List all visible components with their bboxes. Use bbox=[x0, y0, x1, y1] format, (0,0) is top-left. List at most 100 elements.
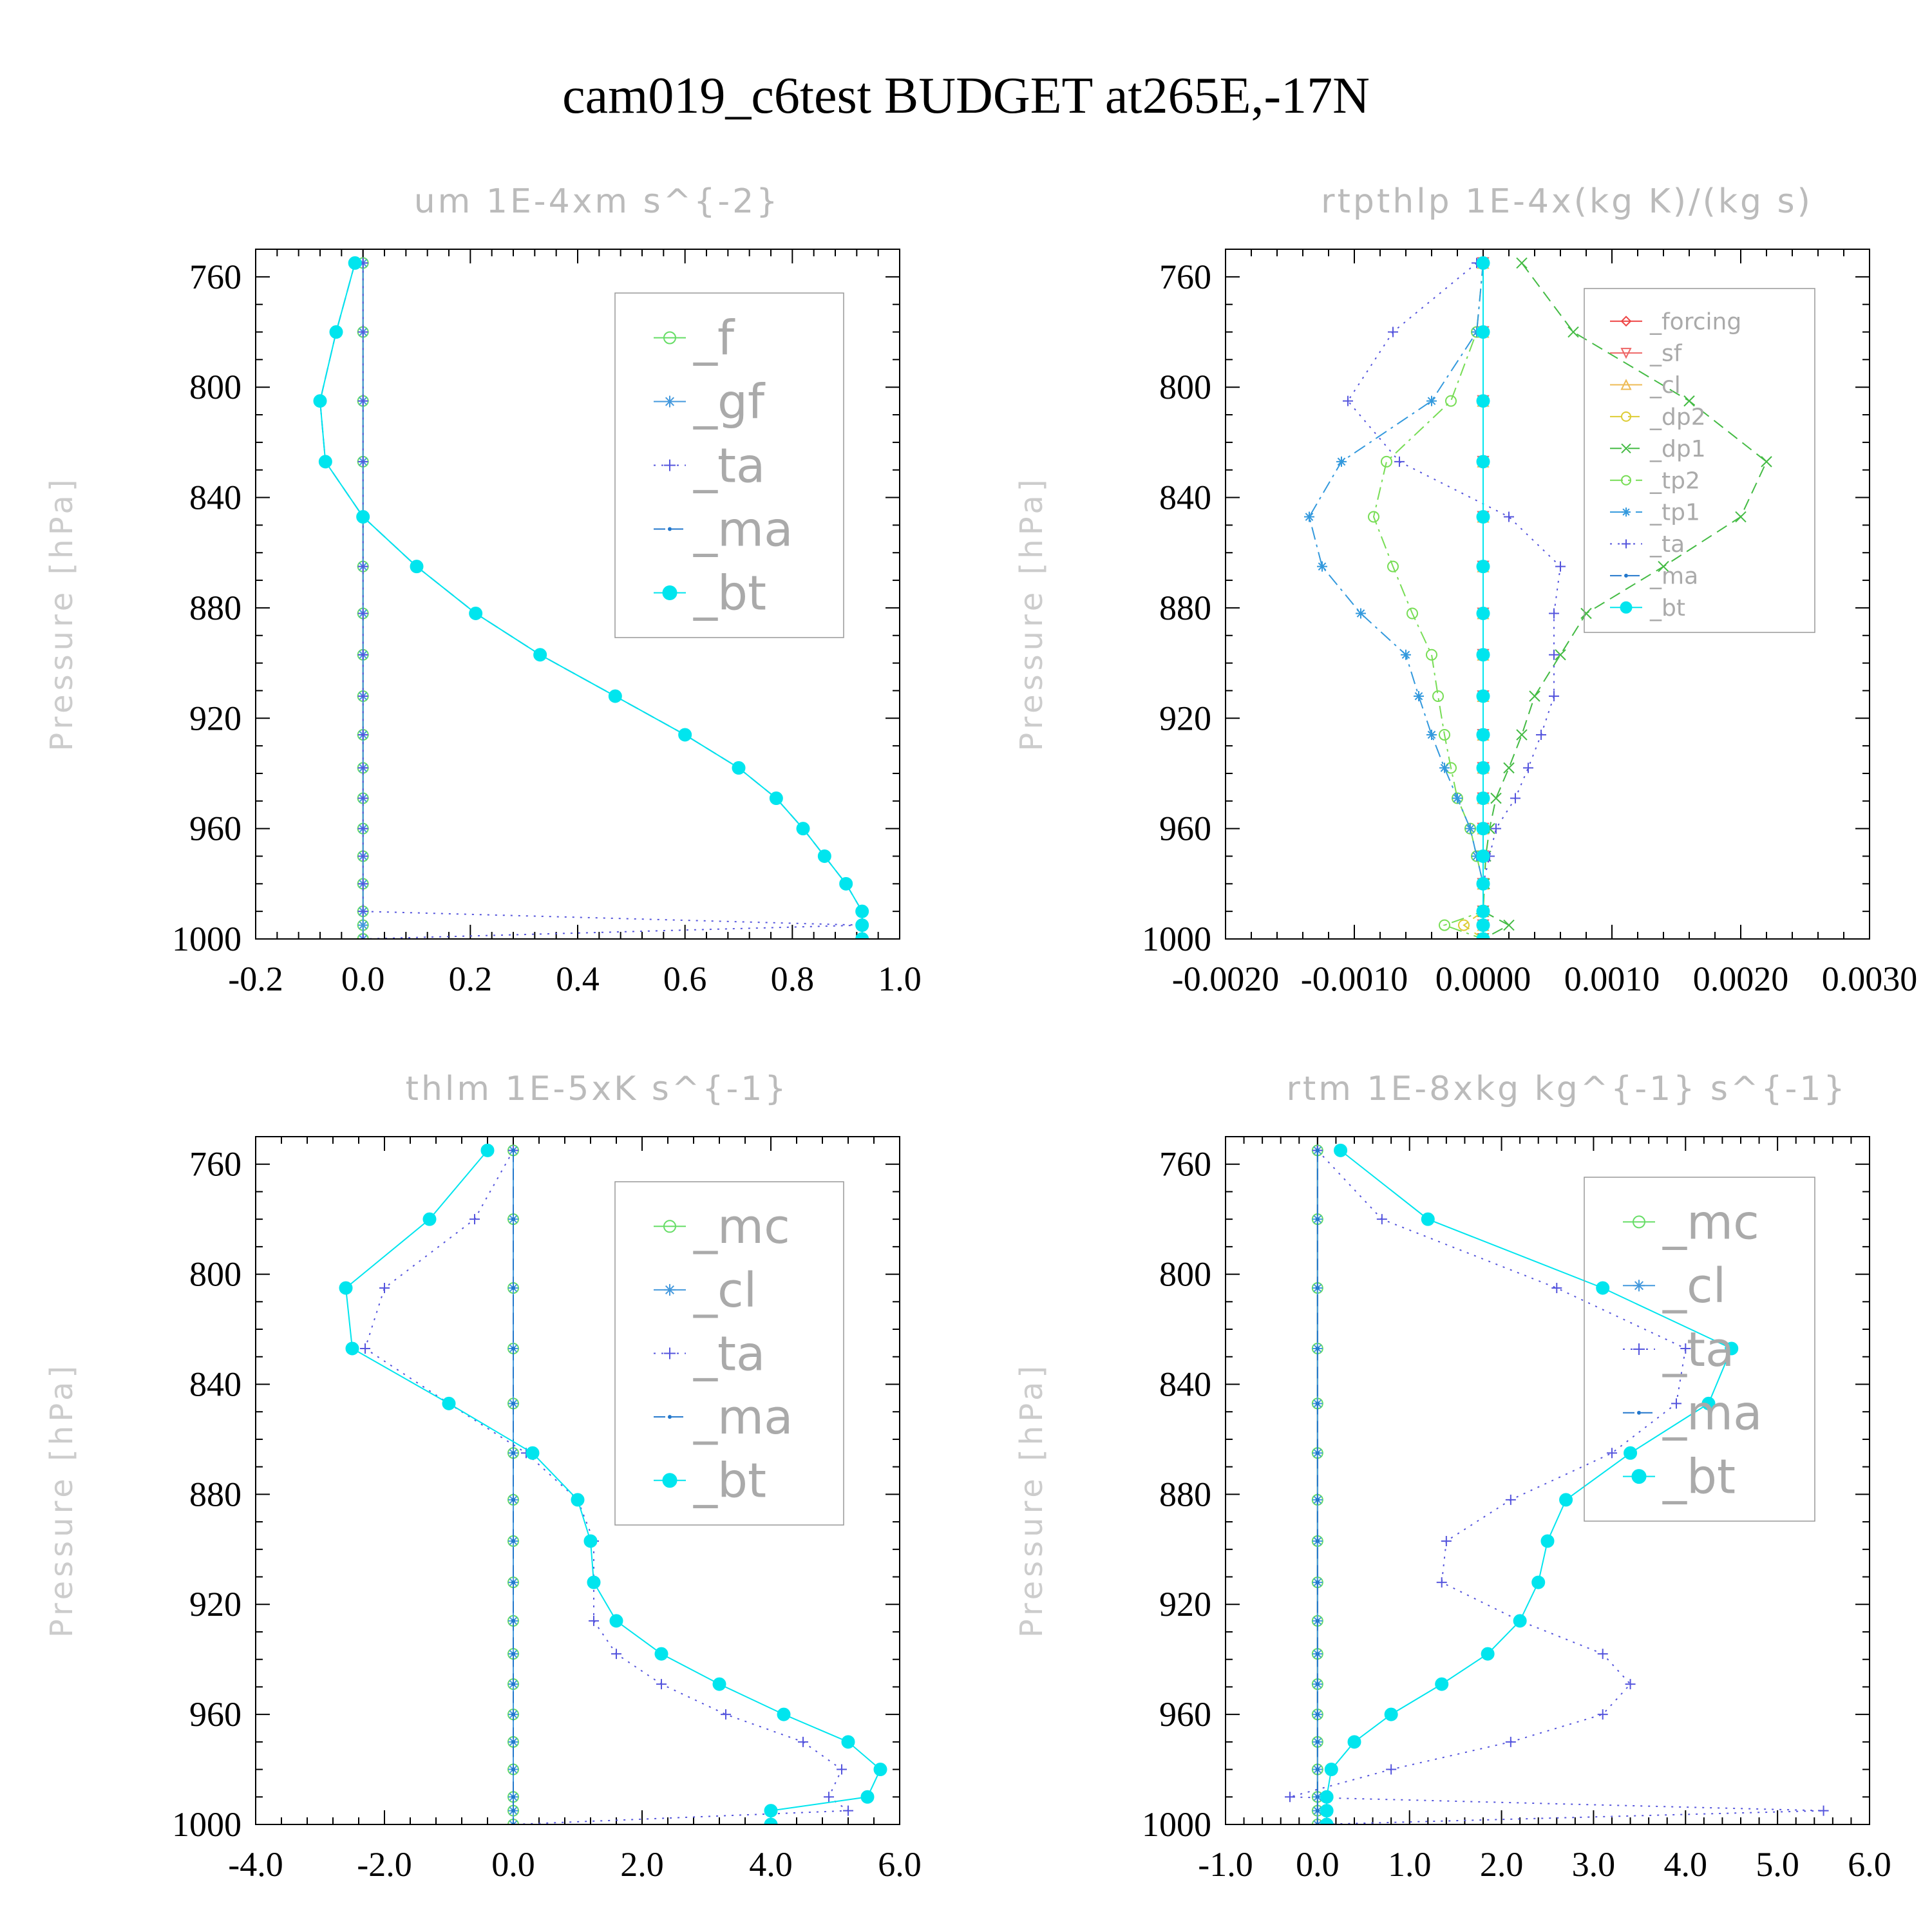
y-tick-label: 960 bbox=[189, 1695, 242, 1734]
legend-marker bbox=[1620, 379, 1632, 390]
legend-label: _gf bbox=[693, 374, 766, 430]
data-point bbox=[609, 1614, 623, 1628]
data-point bbox=[1671, 1398, 1681, 1409]
y-tick-label: 880 bbox=[189, 1475, 242, 1513]
series-line-ta bbox=[362, 263, 862, 939]
data-point bbox=[1336, 456, 1347, 467]
legend-box bbox=[1584, 288, 1815, 633]
data-point bbox=[357, 762, 368, 773]
data-point bbox=[345, 1341, 359, 1356]
data-point bbox=[339, 1281, 353, 1295]
data-point bbox=[841, 1735, 855, 1749]
data-point bbox=[533, 648, 547, 662]
data-point bbox=[422, 1212, 437, 1226]
data-point bbox=[1304, 511, 1314, 522]
chart-panel-2: rtpthlp 1E-4x(kg K)/(kg s) Pressure [hPa]… bbox=[1014, 182, 1917, 998]
data-point bbox=[1504, 511, 1514, 522]
legend-marker bbox=[668, 527, 672, 531]
legend-marker bbox=[1633, 1215, 1645, 1229]
data-point bbox=[357, 934, 368, 939]
data-point bbox=[1516, 729, 1528, 741]
y-axis-label: Pressure [hPa] bbox=[1014, 1362, 1050, 1638]
data-point bbox=[678, 728, 692, 742]
y-tick-label: 800 bbox=[189, 368, 242, 406]
legend-label: _sf bbox=[1649, 341, 1683, 367]
y-tick-label: 840 bbox=[1159, 1365, 1211, 1403]
data-point bbox=[1476, 791, 1490, 806]
x-tick-label: 0.0 bbox=[1296, 1845, 1340, 1884]
data-point bbox=[1315, 1497, 1320, 1502]
y-axis-label: Pressure [hPa] bbox=[1014, 475, 1050, 751]
data-point bbox=[511, 1618, 515, 1623]
legend-marker bbox=[1620, 348, 1632, 359]
series-line-bt bbox=[319, 263, 863, 939]
data-point bbox=[1426, 395, 1437, 406]
data-point bbox=[1315, 1652, 1320, 1656]
data-point bbox=[1597, 1649, 1608, 1660]
figure-title: cam019_c6test BUDGET at265E,-17N bbox=[562, 68, 1370, 124]
x-tick-label: 0.0 bbox=[491, 1845, 535, 1884]
data-point bbox=[357, 395, 368, 406]
data-point bbox=[1536, 729, 1546, 740]
data-point bbox=[1436, 1577, 1447, 1588]
data-point bbox=[796, 822, 810, 836]
data-point bbox=[442, 1396, 456, 1410]
data-point bbox=[1555, 561, 1566, 572]
data-point bbox=[1315, 1767, 1320, 1772]
data-point bbox=[1567, 326, 1579, 338]
series-line-ma bbox=[319, 263, 863, 939]
data-point bbox=[1368, 511, 1379, 523]
data-point bbox=[1376, 1214, 1387, 1225]
data-point bbox=[1435, 1677, 1449, 1691]
legend-marker bbox=[1622, 507, 1631, 517]
data-point bbox=[1555, 649, 1566, 661]
x-tick-label: 0.0020 bbox=[1693, 960, 1789, 998]
x-tick-label: 4.0 bbox=[1664, 1845, 1708, 1884]
y-tick-label: 960 bbox=[189, 810, 242, 848]
legend-marker bbox=[664, 459, 676, 471]
data-point bbox=[1505, 1736, 1516, 1747]
data-point bbox=[357, 729, 368, 740]
y-tick-label: 1000 bbox=[1142, 920, 1211, 958]
data-point bbox=[1503, 919, 1515, 931]
data-point bbox=[1439, 728, 1450, 741]
data-point bbox=[1315, 1148, 1320, 1153]
data-point bbox=[1551, 1282, 1562, 1293]
data-point bbox=[1549, 649, 1559, 660]
data-point bbox=[1315, 1285, 1320, 1290]
data-point bbox=[1624, 1446, 1638, 1460]
x-tick-label: 3.0 bbox=[1572, 1845, 1616, 1884]
legend-marker bbox=[663, 331, 676, 345]
legend-label: _bt bbox=[693, 1454, 766, 1509]
data-point bbox=[357, 793, 368, 804]
legend-label: _ta bbox=[693, 1326, 765, 1381]
data-point bbox=[357, 691, 368, 702]
y-tick-label: 880 bbox=[189, 589, 242, 627]
data-point bbox=[1432, 690, 1444, 703]
x-tick-label: 6.0 bbox=[1848, 1845, 1891, 1884]
data-point bbox=[798, 1736, 808, 1747]
x-tick-label: 1.0 bbox=[878, 960, 922, 998]
legend-label: _f bbox=[693, 310, 735, 366]
legend-label: _mc bbox=[1662, 1195, 1759, 1250]
data-point bbox=[1315, 1739, 1320, 1744]
panel-title: rtm 1E-8xkg kg^{-1} s^{-1} bbox=[1286, 1070, 1847, 1108]
y-tick-label: 840 bbox=[189, 478, 242, 517]
data-point bbox=[1725, 1341, 1739, 1356]
legend-label: _tp1 bbox=[1649, 500, 1700, 526]
x-tick-label: 2.0 bbox=[1480, 1845, 1524, 1884]
data-point bbox=[587, 1575, 601, 1589]
data-point bbox=[777, 1707, 791, 1721]
y-tick-label: 1000 bbox=[1142, 1805, 1211, 1844]
legend-marker bbox=[1621, 475, 1631, 486]
data-point bbox=[1334, 1143, 1348, 1157]
data-point bbox=[1516, 257, 1528, 269]
data-point bbox=[1510, 793, 1520, 804]
data-point bbox=[356, 510, 370, 524]
data-point bbox=[1315, 1401, 1320, 1406]
data-point bbox=[817, 849, 831, 863]
data-point bbox=[769, 791, 783, 806]
data-point bbox=[611, 1649, 621, 1660]
data-point bbox=[571, 1493, 585, 1507]
